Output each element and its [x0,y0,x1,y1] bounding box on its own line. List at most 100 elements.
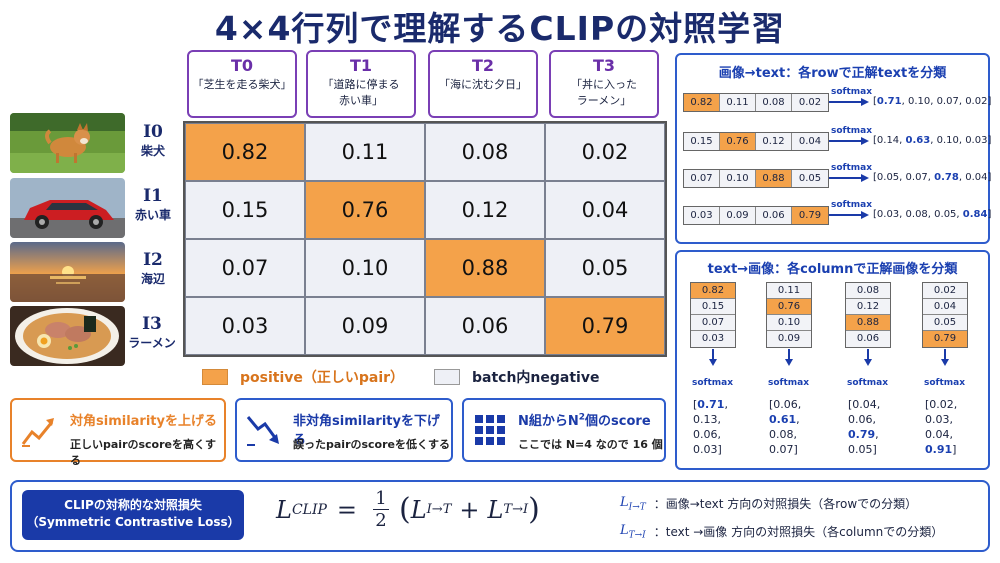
softmax-label: softmax [831,126,873,136]
tip-raise-diagonal: 対角similarityを上げる 正しいpairのscoreを高くする [10,398,226,467]
row-vector: 0.07 0.10 0.88 0.05 [683,169,829,188]
matrix-cell: 0.02 [545,123,665,181]
tip-title: N組からN2個のscore [518,412,651,429]
text-card-t2: T2 「海に沈む夕日」 [428,50,538,118]
panel-title: text→画像：各columnで正解画像を分類 [707,262,958,277]
image-name: 海辺 [140,272,165,286]
row-label-i3: I3 ラーメン [120,314,184,351]
arrow-right-icon [829,211,869,219]
softmax-label: softmax [847,378,889,388]
arrow-right-icon [829,174,869,182]
panel-title: 画像→text：各rowで正解textを分類 [718,66,947,81]
text-caption: 「芝生を走る柴犬」 [192,78,292,91]
row-label-i0: I0 柴犬 [125,122,181,159]
legend-negative: batch内negative [434,367,599,387]
legend-positive-label: positive（正しいpair） [240,370,405,386]
text-caption: 「海に沈む夕日」 [439,78,527,91]
row-result: [0.71, 0.10, 0.07, 0.02] [873,96,992,107]
arrow-down-icon [864,349,872,366]
text-card-t0: T0 「芝生を走る柴犬」 [187,50,297,118]
tip-score-count: N組からN2個のscore ここでは N=4 なので 16 個 [462,398,666,462]
image-name: 赤い車 [134,208,171,222]
softmax-label: softmax [692,378,734,388]
column-vector: 0.11 0.76 0.10 0.09 [766,282,812,348]
matrix-cell: 0.15 [185,181,305,239]
matrix-cell: 0.09 [305,297,425,355]
page-title: 4×4行列で理解するCLIPの対照学習 [214,9,786,48]
similarity-matrix: 0.82 0.11 0.08 0.02 0.15 0.76 0.12 0.04 … [183,121,667,357]
red-car-image [10,178,125,238]
row-vector: 0.15 0.76 0.12 0.04 [683,132,829,151]
image-id: I1 [143,186,163,206]
image-id: I3 [142,314,162,334]
softmax-label: softmax [831,200,873,210]
sunset-image [10,242,125,302]
legend-positive: positive（正しいpair） [202,367,404,387]
grid-icon [475,415,505,445]
matrix-cell: 0.04 [545,181,665,239]
positive-swatch [202,369,228,385]
matrix-cell: 0.08 [425,123,545,181]
text-id: T1 [349,56,373,75]
row-vector: 0.82 0.11 0.08 0.02 [683,93,829,112]
tip-sub: 正しいpairのscoreを高くする [70,438,217,467]
row-result: [0.03, 0.08, 0.05, 0.84] [873,209,992,220]
row-vector: 0.03 0.09 0.06 0.79 [683,206,829,225]
image-id: I0 [143,122,163,142]
arrow-down-icon [941,349,949,366]
trend-down-icon [246,416,279,446]
column-vector: 0.08 0.12 0.88 0.06 [845,282,891,348]
matrix-cell: 0.88 [425,239,545,297]
column-result: [0.04, 0.06, 0.79, 0.05] [848,398,881,456]
arrow-right-icon [829,137,869,145]
legend-negative-label: batch内negative [472,370,600,386]
matrix-cell: 0.79 [545,297,665,355]
softmax-label: softmax [768,378,810,388]
matrix-cell: 0.06 [425,297,545,355]
column-vector: 0.02 0.04 0.05 0.79 [922,282,968,348]
row-label-i1: I1 赤い車 [125,186,181,223]
matrix-cell: 0.03 [185,297,305,355]
negative-swatch [434,369,460,385]
softmax-label: softmax [831,163,873,173]
column-result: [0.02, 0.03, 0.04, 0.91] [925,398,958,456]
text-id: T0 [230,56,254,75]
text-caption: 「丼に入った ラーメン」 [571,78,637,107]
text-id: T3 [592,56,616,75]
arrow-down-icon [709,349,717,366]
text-card-t3: T3 「丼に入った ラーメン」 [549,50,659,118]
trend-up-icon [21,418,54,447]
row-result: [0.05, 0.07, 0.78, 0.04] [873,172,992,183]
tip-title: 対角similarityを上げる [70,414,217,429]
softmax-label: softmax [831,87,873,97]
loss-note-i2t: LI→T ：画像→text 方向の対照損失（各rowでの分類） [620,495,918,513]
image-id: I2 [143,250,163,270]
matrix-cell: 0.07 [185,239,305,297]
matrix-cell: 0.11 [305,123,425,181]
matrix-cell: 0.05 [545,239,665,297]
tip-sub: ここでは N=4 なので 16 個 [518,438,663,451]
ramen-image [10,306,125,366]
column-vector: 0.82 0.15 0.07 0.03 [690,282,736,348]
tip-sub: 誤ったpairのscoreを低くする [293,438,451,451]
dog-image [10,113,125,173]
loss-note-t2i: LT→I ：text →画像 方向の対照損失（各columnでの分類） [620,523,944,541]
matrix-cell: 0.76 [305,181,425,239]
arrow-right-icon [829,98,869,106]
column-result: [0.06, 0.61, 0.08, 0.07] [769,398,802,456]
matrix-cell: 0.10 [305,239,425,297]
matrix-cell: 0.12 [425,181,545,239]
text-card-t1: T1 「道路に停まる 赤い車」 [306,50,416,118]
image-name: ラーメン [128,336,176,350]
loss-label-line1: CLIPの対称的な対照損失 [64,498,202,512]
text-id: T2 [471,56,495,75]
column-result: [0.71, 0.13, 0.06, 0.03] [693,398,728,456]
matrix-cell: 0.82 [185,123,305,181]
tip-title: 非対角similarityを下げる [293,414,440,448]
text-caption: 「道路に停まる 赤い車」 [322,78,400,107]
image-name: 柴犬 [140,144,165,158]
softmax-label: softmax [924,378,966,388]
loss-label: CLIPの対称的な対照損失 （Symmetric Contrastive Los… [22,490,244,540]
row-result: [0.14, 0.63, 0.10, 0.03] [873,135,992,146]
